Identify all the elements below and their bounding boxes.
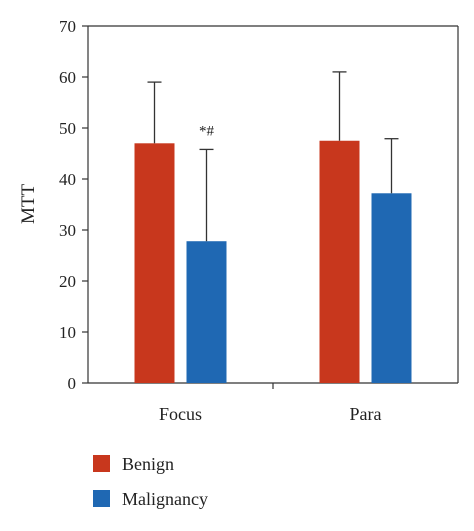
y-tick-label: 40 <box>59 170 76 189</box>
y-tick-label: 0 <box>68 374 77 393</box>
bars-group <box>134 140 412 383</box>
bar <box>371 193 412 383</box>
error-bars-group <box>147 71 399 242</box>
bar <box>134 143 175 383</box>
x-category-label: Para <box>350 404 382 424</box>
legend-label: Benign <box>122 454 174 474</box>
y-tick-label: 70 <box>59 17 76 36</box>
y-tick-label: 60 <box>59 68 76 87</box>
bar <box>319 140 360 383</box>
legend-label: Malignancy <box>122 489 208 509</box>
legend-swatch <box>93 455 110 472</box>
y-axis-title: MTT <box>18 184 39 225</box>
labels-group: 0 10 20 30 40 50 60 70 Focus Para *# <box>59 17 382 424</box>
legend-swatch <box>93 490 110 507</box>
y-tick-label: 20 <box>59 272 76 291</box>
significance-annotation: *# <box>199 123 215 139</box>
bar <box>186 241 227 383</box>
x-category-label: Focus <box>159 404 202 424</box>
y-tick-label: 50 <box>59 119 76 138</box>
y-tick-label: 30 <box>59 221 76 240</box>
legend: Benign Malignancy <box>93 454 208 509</box>
y-tick-label: 10 <box>59 323 76 342</box>
